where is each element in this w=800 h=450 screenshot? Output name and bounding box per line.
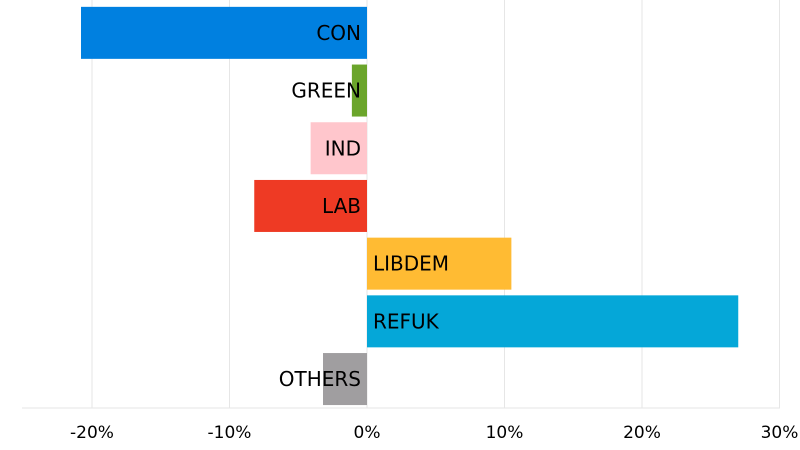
x-tick-label-4: 20%: [623, 423, 661, 443]
bar-ind: [310, 122, 367, 175]
bar-labels: CON GREEN IND LAB LIBDEM REFUK OTHERS: [279, 21, 449, 391]
x-tick-label-0: -20%: [70, 423, 114, 443]
bars: [81, 6, 739, 406]
bar-label-libdem: LIBDEM: [373, 252, 449, 276]
bar-label-refuk: REFUK: [373, 309, 440, 333]
x-axis-tick-labels: -20% -10% 0% 10% 20% 30%: [70, 423, 798, 443]
bar-label-con: CON: [316, 21, 361, 45]
x-tick-label-5: 30%: [761, 423, 799, 443]
bar-label-ind: IND: [325, 136, 361, 160]
x-tick-label-1: -10%: [208, 423, 252, 443]
bar-others: [323, 353, 367, 406]
bar-con: [81, 6, 367, 59]
bar-label-others: OTHERS: [279, 367, 361, 391]
bar-label-lab: LAB: [322, 194, 361, 218]
bar-refuk: [367, 295, 739, 348]
bar-lab: [254, 179, 367, 232]
bar-label-green: GREEN: [291, 79, 361, 103]
bar-libdem: [367, 237, 512, 290]
bar-green: [351, 64, 367, 117]
x-tick-label-2: 0%: [354, 423, 381, 443]
x-tick-label-3: 10%: [486, 423, 524, 443]
